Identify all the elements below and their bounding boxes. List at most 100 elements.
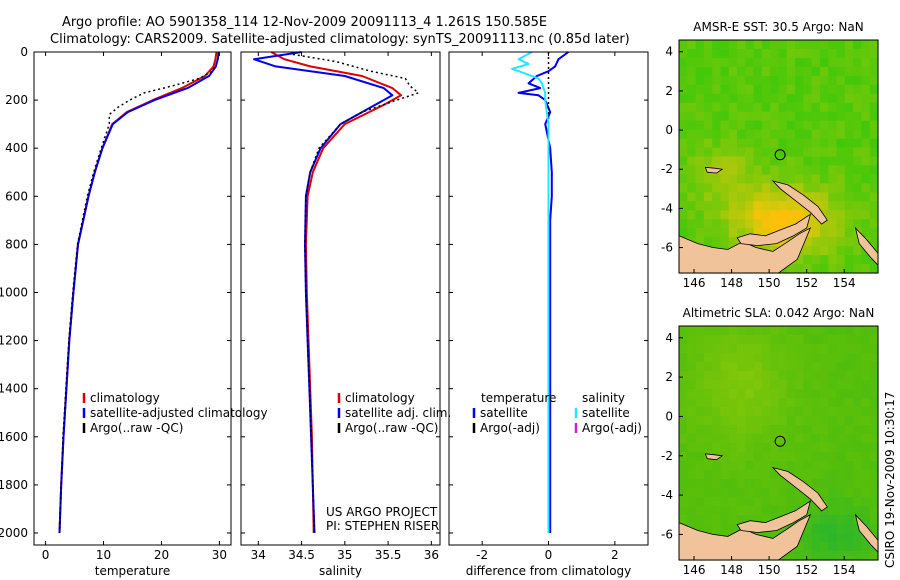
land-new-britain [736,213,812,247]
field-cell [811,479,821,489]
field-cell [770,434,780,444]
field-cell [761,111,771,122]
field-cell [803,533,813,543]
y-tick-label: 4 [665,331,673,345]
field-cell [753,48,763,59]
field-cell [695,515,705,525]
field-cell [712,515,722,525]
field-cell [720,75,730,86]
field-cell [819,111,829,122]
field-cell [737,111,746,122]
field-cell [828,398,838,408]
field-cell [728,57,738,68]
field-cell [811,524,821,534]
land-manus [704,166,724,174]
field-cell [828,138,838,149]
field-cell [811,389,821,399]
field-cell [869,57,879,68]
field-cell [737,488,746,498]
field-cell [728,129,738,140]
field-cell [737,506,746,516]
field-cell [679,461,688,471]
field-cell [745,201,755,211]
project-note: US ARGO PROJECT [326,505,438,519]
field-cell [844,344,854,354]
field-cell [687,389,697,399]
field-cell [737,398,746,408]
field-cell [861,470,871,480]
field-cell [819,497,829,507]
field-cell [737,362,746,372]
field-cell [803,147,813,158]
field-cell [811,147,821,158]
field-cell [836,398,846,408]
field-cell [695,183,705,193]
field-cell [712,147,722,158]
field-cell [761,147,771,158]
field-cell [861,111,871,122]
field-cell [803,335,813,345]
field-cell [828,407,838,417]
field-cell [679,75,688,86]
field-cell [795,210,804,220]
field-cell [786,84,796,95]
field-cell [869,452,879,462]
x-tick-label: 148 [720,563,743,577]
field-cell [811,255,821,265]
field-cell [836,524,846,534]
field-cell [828,84,838,95]
field-cell [737,75,746,86]
field-cell [828,237,838,247]
x-tick-label: 35 [337,548,352,562]
field-cell [720,201,730,211]
field-cell [770,120,780,131]
timestamp-label: CSIRO 19-Nov-2009 10:30:17 [883,392,897,568]
field-cell [819,488,829,498]
field-cell [761,84,771,95]
field-cell [745,335,755,345]
field-cell [687,497,697,507]
field-cell [786,551,796,561]
field-cell [795,344,804,354]
field-cell [795,40,804,50]
field-cell [819,174,829,184]
field-cell [745,210,755,220]
field-cell [795,551,804,561]
field-cell [703,57,713,68]
field-cell [795,66,804,77]
field-cell [778,326,788,336]
field-cell [811,84,821,95]
field-cell [770,407,780,417]
field-cell [703,201,713,211]
field-cell [712,380,722,390]
field-cell [687,57,697,68]
land-new-guinea [678,227,812,274]
field-cell [728,461,738,471]
field-cell [728,344,738,354]
field-cell [703,84,713,95]
field-cell [728,183,738,193]
field-cell [679,66,688,77]
field-cell [728,470,738,480]
field-cell [853,353,863,363]
x-tick-label: 30 [212,548,227,562]
field-cell [844,174,854,184]
field-cell [836,201,846,211]
field-cell [761,183,771,193]
field-cell [828,488,838,498]
field-cell [819,524,829,534]
field-cell [703,147,713,158]
field-cell [687,335,697,345]
field-cell [786,335,796,345]
field-cell [786,174,796,184]
field-cell [811,353,821,363]
field-cell [811,443,821,453]
field-cell [728,219,738,229]
field-cell [811,326,821,336]
field-cell [828,228,838,238]
field-cell [844,255,854,265]
x-tick-label: 0 [42,548,50,562]
field-cell [844,237,854,247]
field-cell [861,542,871,552]
field-cell [695,165,705,176]
